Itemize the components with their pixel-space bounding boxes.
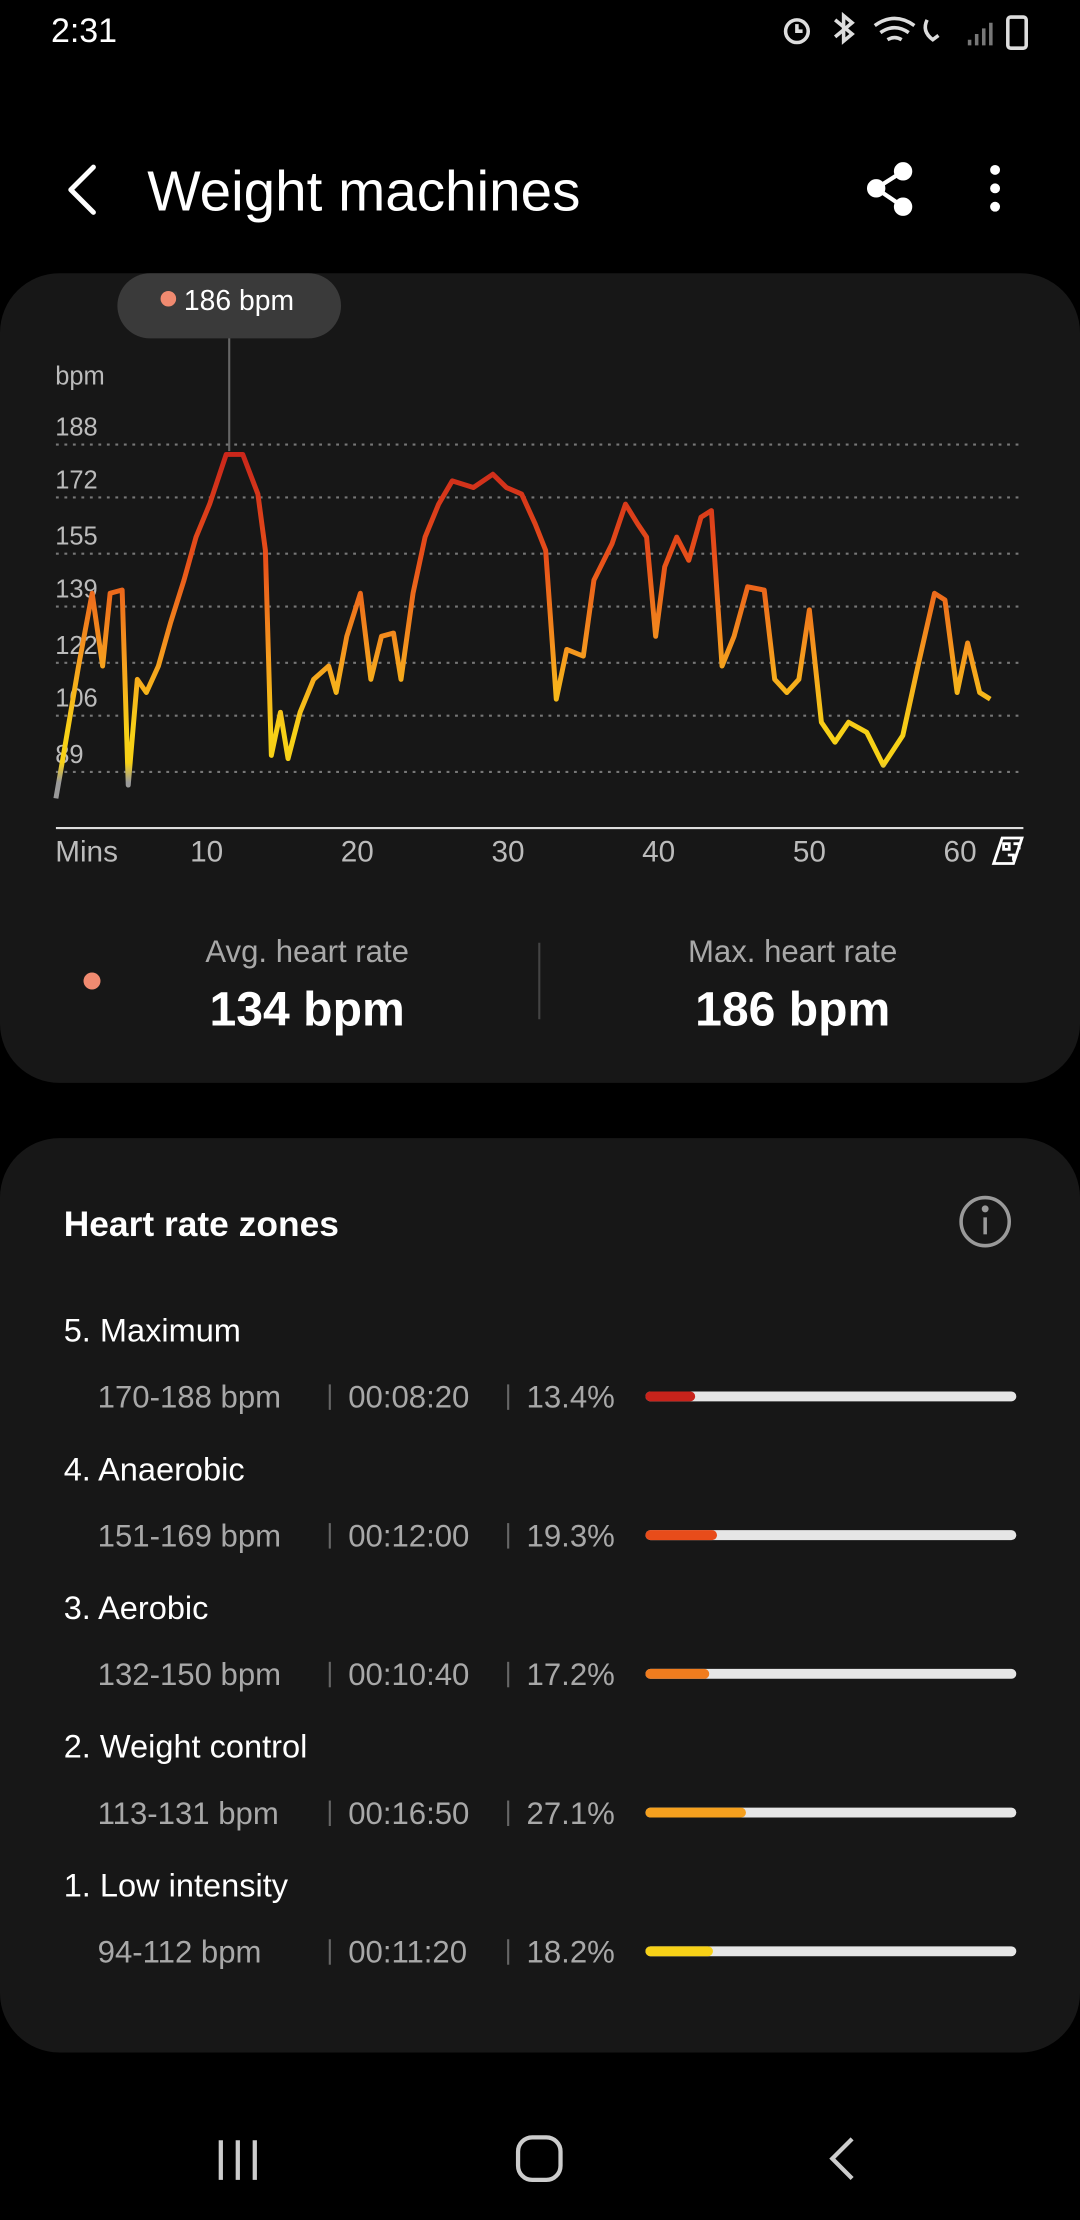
info-button[interactable]	[959, 1195, 1011, 1248]
summary-dot	[83, 972, 101, 990]
zone-track	[645, 1946, 1017, 1957]
zone-bar	[645, 1946, 713, 1957]
zones-card	[0, 1138, 1080, 2053]
zone-bar	[645, 1668, 710, 1679]
zones-title: Heart rate zones	[64, 1205, 339, 1244]
zone-track	[645, 1668, 1017, 1679]
zone-time: 00:16:50	[348, 1796, 469, 1831]
x-tick-label: 10	[190, 836, 223, 869]
nav-bar	[218, 2135, 854, 2183]
zone-track	[645, 1530, 1017, 1541]
tooltip	[117, 273, 342, 339]
share-button[interactable]	[866, 162, 913, 216]
zone-range: 151-169 bpm	[98, 1518, 281, 1553]
zone-bar	[645, 1391, 696, 1402]
zone-range: 94-112 bpm	[98, 1934, 262, 1969]
zone-percent: 17.2%	[527, 1657, 615, 1692]
heart-rate-line	[53, 451, 992, 799]
finish-flag	[991, 836, 1024, 865]
page-title: Weight machines	[147, 160, 580, 223]
zone-time: 00:11:20	[348, 1934, 467, 1969]
chart-card	[0, 273, 1080, 1083]
y-tick-label: 122	[55, 632, 97, 660]
max-value: 186 bpm	[695, 982, 890, 1036]
tooltip-label: 186 bpm	[184, 284, 294, 316]
zone-track	[645, 1391, 1017, 1402]
x-tick-label: 50	[793, 836, 826, 869]
zone-percent: 27.1%	[527, 1796, 615, 1831]
x-axis-label: Mins	[55, 836, 118, 869]
y-tick-label: 188	[55, 414, 97, 442]
zone-name: 5. Maximum	[64, 1313, 241, 1349]
zone-time: 00:08:20	[348, 1380, 469, 1415]
x-tick-label: 60	[944, 836, 977, 869]
avg-label: Avg. heart rate	[205, 934, 409, 969]
zone-percent: 13.4%	[527, 1380, 615, 1415]
y-tick-label: 155	[55, 523, 97, 551]
zone-range: 170-188 bpm	[98, 1380, 281, 1415]
nav-home[interactable]	[515, 2135, 563, 2183]
zone-percent: 19.3%	[527, 1518, 615, 1553]
x-tick-label: 20	[341, 836, 374, 869]
status-icons	[783, 11, 1028, 50]
zone-name: 2. Weight control	[64, 1729, 308, 1765]
zones-list: 5. Maximum 170-188 bpm 00:08:20 13.4% 4. Ana…	[64, 1313, 1017, 1969]
y-tick-label: 172	[55, 466, 97, 494]
zone-time: 00:12:00	[348, 1518, 469, 1553]
zone-range: 132-150 bpm	[98, 1657, 281, 1692]
zone-bar	[645, 1807, 746, 1818]
more-button[interactable]	[990, 164, 1001, 212]
nav-back[interactable]	[829, 2137, 854, 2180]
back-button[interactable]	[68, 164, 96, 215]
zone-time: 00:10:40	[348, 1657, 469, 1692]
zone-range: 113-131 bpm	[98, 1796, 279, 1831]
zone-bar	[645, 1530, 718, 1541]
status-time: 2:31	[51, 12, 117, 50]
tooltip-dot	[160, 290, 177, 307]
x-tick-label: 30	[491, 836, 524, 869]
zone-percent: 18.2%	[527, 1934, 615, 1969]
x-tick-label: 40	[642, 836, 675, 869]
y-axis-label: bpm	[55, 363, 105, 391]
max-label: Max. heart rate	[688, 934, 897, 969]
avg-value: 134 bpm	[210, 982, 405, 1036]
nav-recent[interactable]	[218, 2140, 257, 2180]
zone-name: 4. Anaerobic	[64, 1451, 245, 1487]
zone-name: 1. Low intensity	[64, 1867, 289, 1903]
zone-name: 3. Aerobic	[64, 1590, 209, 1626]
